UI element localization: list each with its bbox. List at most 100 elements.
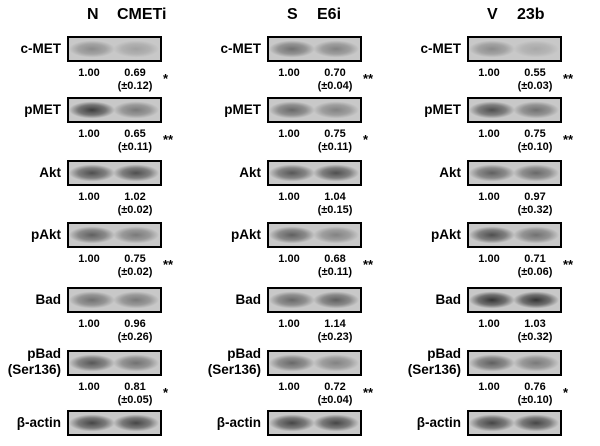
blot-pmet <box>267 97 362 123</box>
blot-pmet <box>467 97 562 123</box>
value-control: 1.00 <box>78 128 100 140</box>
blot-c-met <box>67 36 162 62</box>
blot-image <box>69 289 160 311</box>
band-treated <box>513 40 560 58</box>
band-control <box>69 291 115 309</box>
significance-marker: * <box>563 385 569 400</box>
blot-image <box>469 99 560 121</box>
protein-label: c-MET <box>20 41 62 56</box>
band-control <box>69 354 115 372</box>
value-control: 1.00 <box>278 191 300 203</box>
value-sd: (±0.04) <box>317 394 353 406</box>
lane-header-control: N <box>87 6 99 23</box>
band-control <box>469 414 515 432</box>
blot-image <box>69 99 160 121</box>
value-control: 1.00 <box>78 253 100 265</box>
value-sd: (±0.02) <box>117 266 153 278</box>
lane-header-control: S <box>287 6 298 23</box>
value-sd: (±0.32) <box>517 204 553 216</box>
protein-label: Bad <box>35 292 61 307</box>
protein-label: Akt <box>239 165 261 180</box>
value-sd: (±0.02) <box>117 204 153 216</box>
blot-image <box>69 224 160 246</box>
band-treated <box>513 164 560 182</box>
value-treated: 0.70 <box>324 67 346 79</box>
band-control <box>269 291 315 309</box>
blot-image <box>269 289 360 311</box>
value-treated: 1.14 <box>324 318 346 330</box>
value-sd: (±0.32) <box>517 331 553 343</box>
panel-1: N CMETi c-MET 1.00 0.69 (±0.12) * pMET 1.00 0.65(… <box>0 0 200 446</box>
band-treated <box>113 226 160 244</box>
protein-label: pBad (Ser136) <box>407 346 461 377</box>
value-control: 1.00 <box>478 253 500 265</box>
panel-3: V 23b c-MET 1.00 0.55 (±0.03) ** pMET 1.00 0.75 (±… <box>400 0 600 446</box>
band-control <box>69 101 115 119</box>
protein-label: β-actin <box>16 415 61 430</box>
protein-label: c-MET <box>220 41 262 56</box>
blot--actin <box>67 410 162 436</box>
protein-label: β-actin <box>416 415 461 430</box>
value-control: 1.00 <box>78 191 100 203</box>
protein-label: c-MET <box>420 41 462 56</box>
band-treated <box>513 101 560 119</box>
blot-image <box>269 412 360 434</box>
value-treated: 0.68 <box>324 253 346 265</box>
blot-akt <box>267 160 362 186</box>
blot--actin <box>267 410 362 436</box>
blot-c-met <box>267 36 362 62</box>
band-control <box>469 291 515 309</box>
value-treated: 0.96 <box>124 318 146 330</box>
band-control <box>469 40 515 58</box>
value-treated: 0.55 <box>524 67 546 79</box>
blot-image <box>469 412 560 434</box>
blot--actin <box>467 410 562 436</box>
band-treated <box>313 164 360 182</box>
value-control: 1.00 <box>478 318 500 330</box>
value-control: 1.00 <box>278 318 300 330</box>
band-control <box>69 40 115 58</box>
value-treated: 0.72 <box>324 381 346 393</box>
value-sd: (±0.03) <box>517 80 553 92</box>
value-treated: 0.71 <box>524 253 546 265</box>
value-treated: 0.97 <box>524 191 546 203</box>
band-control <box>269 101 315 119</box>
value-control: 1.00 <box>478 381 500 393</box>
significance-marker: ** <box>363 385 374 400</box>
band-treated <box>313 291 360 309</box>
value-treated: 1.03 <box>524 318 546 330</box>
band-treated <box>113 414 160 432</box>
value-sd: (±0.11) <box>117 141 153 153</box>
protein-label: pBad (Ser136) <box>207 346 261 377</box>
protein-label: pBad (Ser136) <box>7 346 61 377</box>
blot-image <box>269 38 360 60</box>
band-treated <box>113 101 160 119</box>
value-control: 1.00 <box>78 381 100 393</box>
lane-header-treated: E6i <box>317 6 342 23</box>
blot-bad <box>67 287 162 313</box>
protein-label: Akt <box>439 165 461 180</box>
blot-bad <box>467 287 562 313</box>
protein-label: pAkt <box>431 227 461 242</box>
panel-2: S E6i c-MET 1.00 0.70 (±0.04) ** pMET 1.00 0.75 (±… <box>200 0 400 446</box>
blot-akt <box>67 160 162 186</box>
blot-image <box>469 162 560 184</box>
band-treated <box>513 291 560 309</box>
significance-marker: * <box>163 71 169 86</box>
protein-label: β-actin <box>216 415 261 430</box>
blot-image <box>269 224 360 246</box>
band-control <box>269 164 315 182</box>
band-control <box>469 354 515 372</box>
value-control: 1.00 <box>78 318 100 330</box>
value-sd: (±0.12) <box>117 80 153 92</box>
blot-image <box>469 289 560 311</box>
band-control <box>469 226 515 244</box>
lane-header-treated: CMETi <box>117 6 167 23</box>
band-treated <box>513 226 560 244</box>
lane-header-control: V <box>487 6 498 23</box>
significance-marker: ** <box>163 257 174 272</box>
lane-header-treated: 23b <box>517 6 545 23</box>
value-sd: (±0.05) <box>117 394 153 406</box>
blot-akt <box>467 160 562 186</box>
blot-pakt <box>467 222 562 248</box>
